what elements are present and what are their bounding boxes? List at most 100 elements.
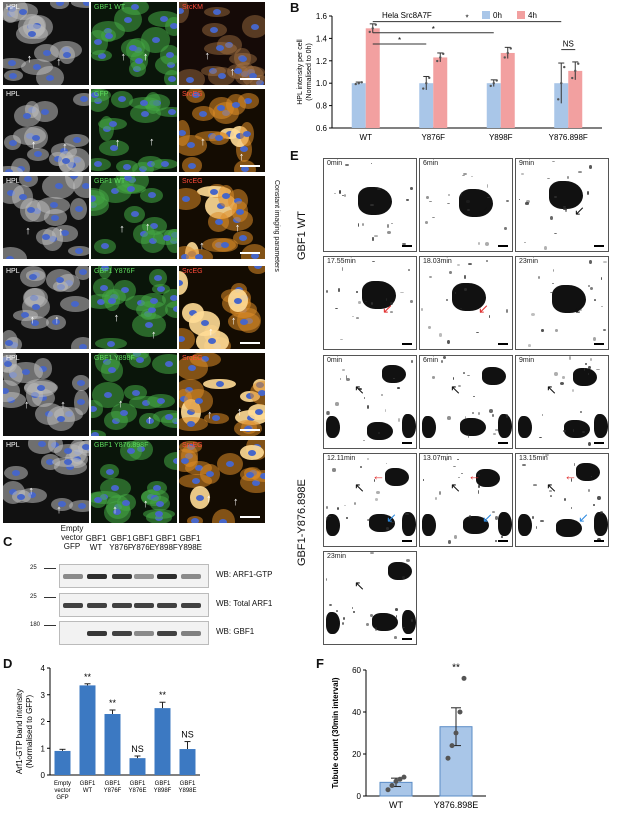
vesicle-dot (603, 328, 607, 331)
vesicle-dot (446, 415, 451, 420)
cell-nucleus (179, 280, 184, 287)
vesicle-dot (463, 371, 465, 374)
vesicle-dot (425, 195, 429, 200)
marker-tick (44, 625, 56, 626)
arrow-icon: ↙ (382, 301, 393, 316)
data-point (577, 62, 580, 65)
cell-nucleus (40, 108, 49, 115)
vesicle-dot (568, 356, 571, 361)
cell-nucleus (179, 129, 187, 136)
arrow-icon: ↑ (29, 313, 36, 326)
cell-nucleus (151, 37, 160, 44)
arrow-icon: ↖ (354, 578, 365, 593)
cell-nucleus (57, 501, 66, 508)
micrograph-label-c1: HPL (6, 91, 20, 98)
x-tick-label-line: GBF1 (80, 781, 96, 787)
cell-nucleus (215, 380, 224, 387)
cell-body (152, 409, 177, 424)
vesicle-dot (573, 463, 576, 466)
cell-body (155, 106, 177, 118)
y-tick-label: 2 (41, 718, 46, 727)
vesicle-dot (563, 430, 566, 433)
cell-nucleus (123, 16, 132, 23)
scale-bar (402, 540, 412, 542)
x-tick-label-line: GBF1 (105, 781, 121, 787)
cell-nucleus (242, 130, 251, 137)
vesicle-dot (402, 575, 406, 579)
cell-nucleus (42, 50, 51, 57)
cell-nucleus (181, 457, 190, 464)
cell-nucleus (136, 357, 145, 364)
timepoint-label: 6min (423, 357, 439, 364)
cell-nucleus (60, 230, 69, 237)
y-tick-label: 60 (352, 666, 361, 675)
arrow-icon: ↑ (150, 328, 157, 341)
cell-nucleus (23, 112, 32, 119)
cell-nucleus (163, 234, 172, 241)
lane-label-line: GBF1 (132, 534, 154, 543)
vesicle-dot (551, 160, 556, 162)
arrow-icon: ↑ (229, 65, 236, 78)
vesicle-dot (464, 287, 467, 292)
vesicle-dot (353, 611, 355, 613)
cell-nucleus (71, 301, 80, 308)
vesicle-dot (464, 415, 467, 419)
cell-nucleus (210, 26, 219, 33)
vesicle-dot (506, 414, 509, 419)
vesicle-dot (592, 336, 597, 341)
arrow-icon: ↑ (238, 151, 245, 164)
vesicle-dot (326, 578, 328, 581)
x-tick-label: Empty vector GFP (54, 781, 71, 801)
significance-label: * (465, 14, 468, 23)
vesicle-dot (501, 535, 504, 539)
cell-body (3, 380, 20, 402)
timepoint-label: 6min (423, 160, 439, 167)
vesicle-dot (422, 478, 425, 481)
data-point (495, 79, 498, 82)
vesicle-dot (326, 410, 330, 415)
micrograph-row3-col2: GBF1 WT ↑ ↑ (91, 176, 177, 259)
cell-nucleus (81, 183, 89, 190)
arrow-icon: ↑ (26, 52, 33, 65)
arrow-icon: ↖ (450, 382, 461, 397)
vesicle-dot (541, 328, 544, 332)
cell-nucleus (77, 399, 86, 406)
blot-band (112, 631, 132, 636)
micrograph-row6-col2: GBF1 Y876.898F ↑ ↑ (91, 440, 177, 523)
vesicle-dot (442, 356, 447, 360)
vesicle-dot (506, 199, 510, 202)
scale-bar (498, 245, 508, 247)
micrograph-row6-col1: HPL ↑ ↑ (3, 440, 89, 523)
vesicle-dot (485, 260, 489, 263)
vesicle-dot (364, 397, 366, 399)
cell-nucleus (142, 399, 151, 406)
golgi-blob (388, 562, 413, 581)
y-tick-label: 1.0 (316, 79, 328, 88)
vesicle-dot (424, 220, 429, 224)
bar (419, 83, 434, 128)
cell-nucleus (108, 120, 117, 127)
vesicle-dot (376, 490, 380, 494)
cell-nucleus (157, 397, 166, 404)
vesicle-dot (523, 242, 526, 244)
arrow-icon: ↑ (200, 136, 206, 149)
cell-nucleus (191, 518, 200, 523)
vesicle-dot (326, 517, 329, 520)
cell-nucleus (165, 413, 174, 420)
scale-bar (498, 540, 508, 542)
data-point (357, 82, 360, 85)
vesicle-dot (570, 506, 573, 509)
vesicle-dot (599, 511, 604, 515)
x-tick-label: GBF1 Y898E (178, 781, 196, 794)
cell-nucleus (8, 139, 17, 146)
x-tick-label: Y876F (421, 133, 445, 142)
arrow-icon: ↑ (56, 503, 62, 516)
bar (554, 83, 569, 128)
cell-nucleus (182, 196, 191, 203)
significance-label: NS (181, 730, 194, 740)
timelapse-mutant-frame: 13.07min ↖ ← ↙ (419, 453, 513, 547)
arrow-icon: ↑ (147, 413, 153, 426)
arrow-icon: ↑ (143, 498, 149, 511)
significance-label: ** (452, 662, 460, 673)
data-point (439, 56, 442, 59)
